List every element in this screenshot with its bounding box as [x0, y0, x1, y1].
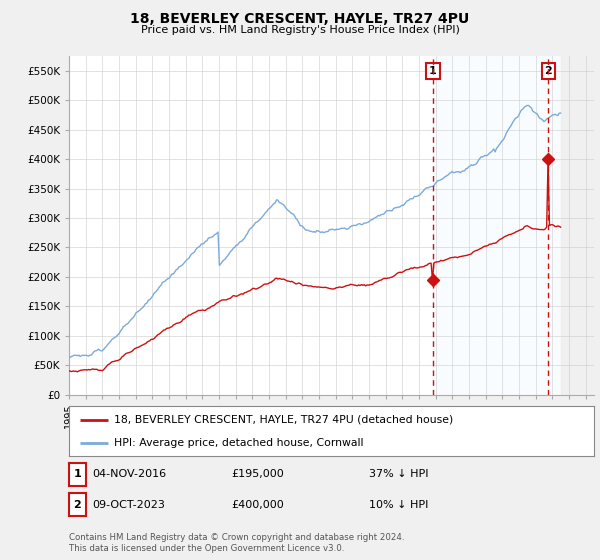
Text: 18, BEVERLEY CRESCENT, HAYLE, TR27 4PU: 18, BEVERLEY CRESCENT, HAYLE, TR27 4PU	[130, 12, 470, 26]
Text: 10% ↓ HPI: 10% ↓ HPI	[369, 500, 428, 510]
Text: 04-NOV-2016: 04-NOV-2016	[92, 469, 166, 479]
Text: 37% ↓ HPI: 37% ↓ HPI	[369, 469, 428, 479]
Text: 1: 1	[429, 66, 437, 76]
Bar	[560, 56, 594, 395]
Text: £400,000: £400,000	[231, 500, 284, 510]
Text: 1: 1	[74, 469, 81, 479]
Text: 2: 2	[545, 66, 553, 76]
Text: HPI: Average price, detached house, Cornwall: HPI: Average price, detached house, Corn…	[113, 438, 363, 448]
Text: 2: 2	[74, 500, 81, 510]
Bar	[560, 56, 594, 395]
Text: 09-OCT-2023: 09-OCT-2023	[92, 500, 164, 510]
Text: Price paid vs. HM Land Registry's House Price Index (HPI): Price paid vs. HM Land Registry's House …	[140, 25, 460, 35]
Text: Contains HM Land Registry data © Crown copyright and database right 2024.
This d: Contains HM Land Registry data © Crown c…	[69, 533, 404, 553]
Text: 18, BEVERLEY CRESCENT, HAYLE, TR27 4PU (detached house): 18, BEVERLEY CRESCENT, HAYLE, TR27 4PU (…	[113, 414, 453, 424]
Text: £195,000: £195,000	[231, 469, 284, 479]
Bar	[433, 56, 560, 395]
